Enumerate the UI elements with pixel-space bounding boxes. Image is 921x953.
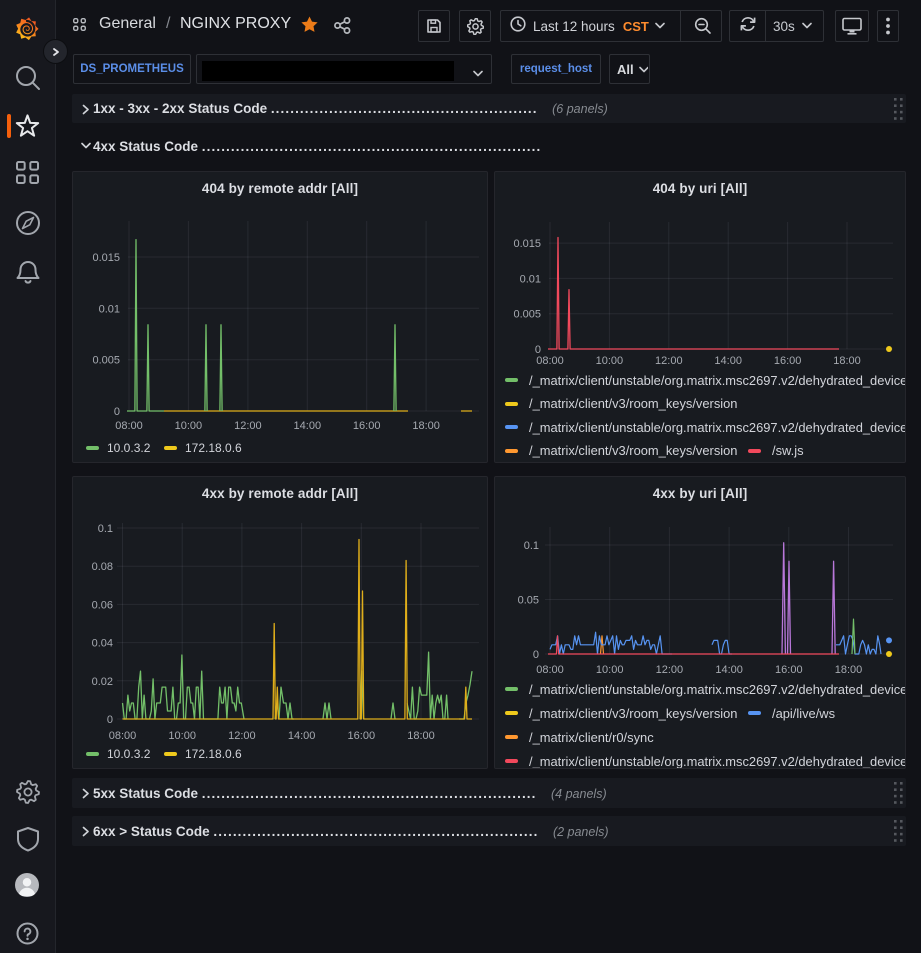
svg-text:12:00: 12:00 <box>228 730 256 742</box>
svg-text:0.01: 0.01 <box>520 273 541 285</box>
svg-text:0.015: 0.015 <box>513 238 541 250</box>
svg-text:0.01: 0.01 <box>99 303 120 315</box>
svg-text:08:00: 08:00 <box>536 664 564 676</box>
svg-text:12:00: 12:00 <box>655 355 683 367</box>
svg-text:0: 0 <box>533 649 539 661</box>
svg-text:08:00: 08:00 <box>536 355 564 367</box>
svg-text:14:00: 14:00 <box>715 664 743 676</box>
svg-text:0: 0 <box>535 344 541 356</box>
svg-text:08:00: 08:00 <box>109 730 137 742</box>
svg-text:0.04: 0.04 <box>92 638 113 650</box>
svg-text:14:00: 14:00 <box>294 420 322 432</box>
svg-text:10:00: 10:00 <box>596 664 624 676</box>
svg-text:16:00: 16:00 <box>353 420 381 432</box>
svg-text:08:00: 08:00 <box>115 420 143 432</box>
svg-text:18:00: 18:00 <box>833 355 861 367</box>
svg-text:0.08: 0.08 <box>92 561 113 573</box>
svg-text:12:00: 12:00 <box>234 420 262 432</box>
svg-text:18:00: 18:00 <box>407 730 435 742</box>
svg-text:0.06: 0.06 <box>92 599 113 611</box>
svg-text:16:00: 16:00 <box>775 664 803 676</box>
svg-text:0.005: 0.005 <box>92 355 120 367</box>
svg-text:10:00: 10:00 <box>596 355 624 367</box>
svg-text:14:00: 14:00 <box>288 730 316 742</box>
svg-text:0.02: 0.02 <box>92 676 113 688</box>
svg-text:0.015: 0.015 <box>92 252 120 264</box>
svg-text:14:00: 14:00 <box>714 355 742 367</box>
svg-text:10:00: 10:00 <box>175 420 203 432</box>
svg-text:0.1: 0.1 <box>98 523 113 535</box>
svg-text:18:00: 18:00 <box>412 420 440 432</box>
svg-text:18:00: 18:00 <box>835 664 863 676</box>
svg-text:0: 0 <box>114 406 120 418</box>
svg-text:0.1: 0.1 <box>524 540 539 552</box>
svg-text:0: 0 <box>107 714 113 726</box>
svg-text:16:00: 16:00 <box>348 730 376 742</box>
svg-text:16:00: 16:00 <box>774 355 802 367</box>
svg-text:10:00: 10:00 <box>168 730 196 742</box>
svg-text:0.05: 0.05 <box>518 595 539 607</box>
svg-text:12:00: 12:00 <box>656 664 684 676</box>
svg-text:0.005: 0.005 <box>513 309 541 321</box>
